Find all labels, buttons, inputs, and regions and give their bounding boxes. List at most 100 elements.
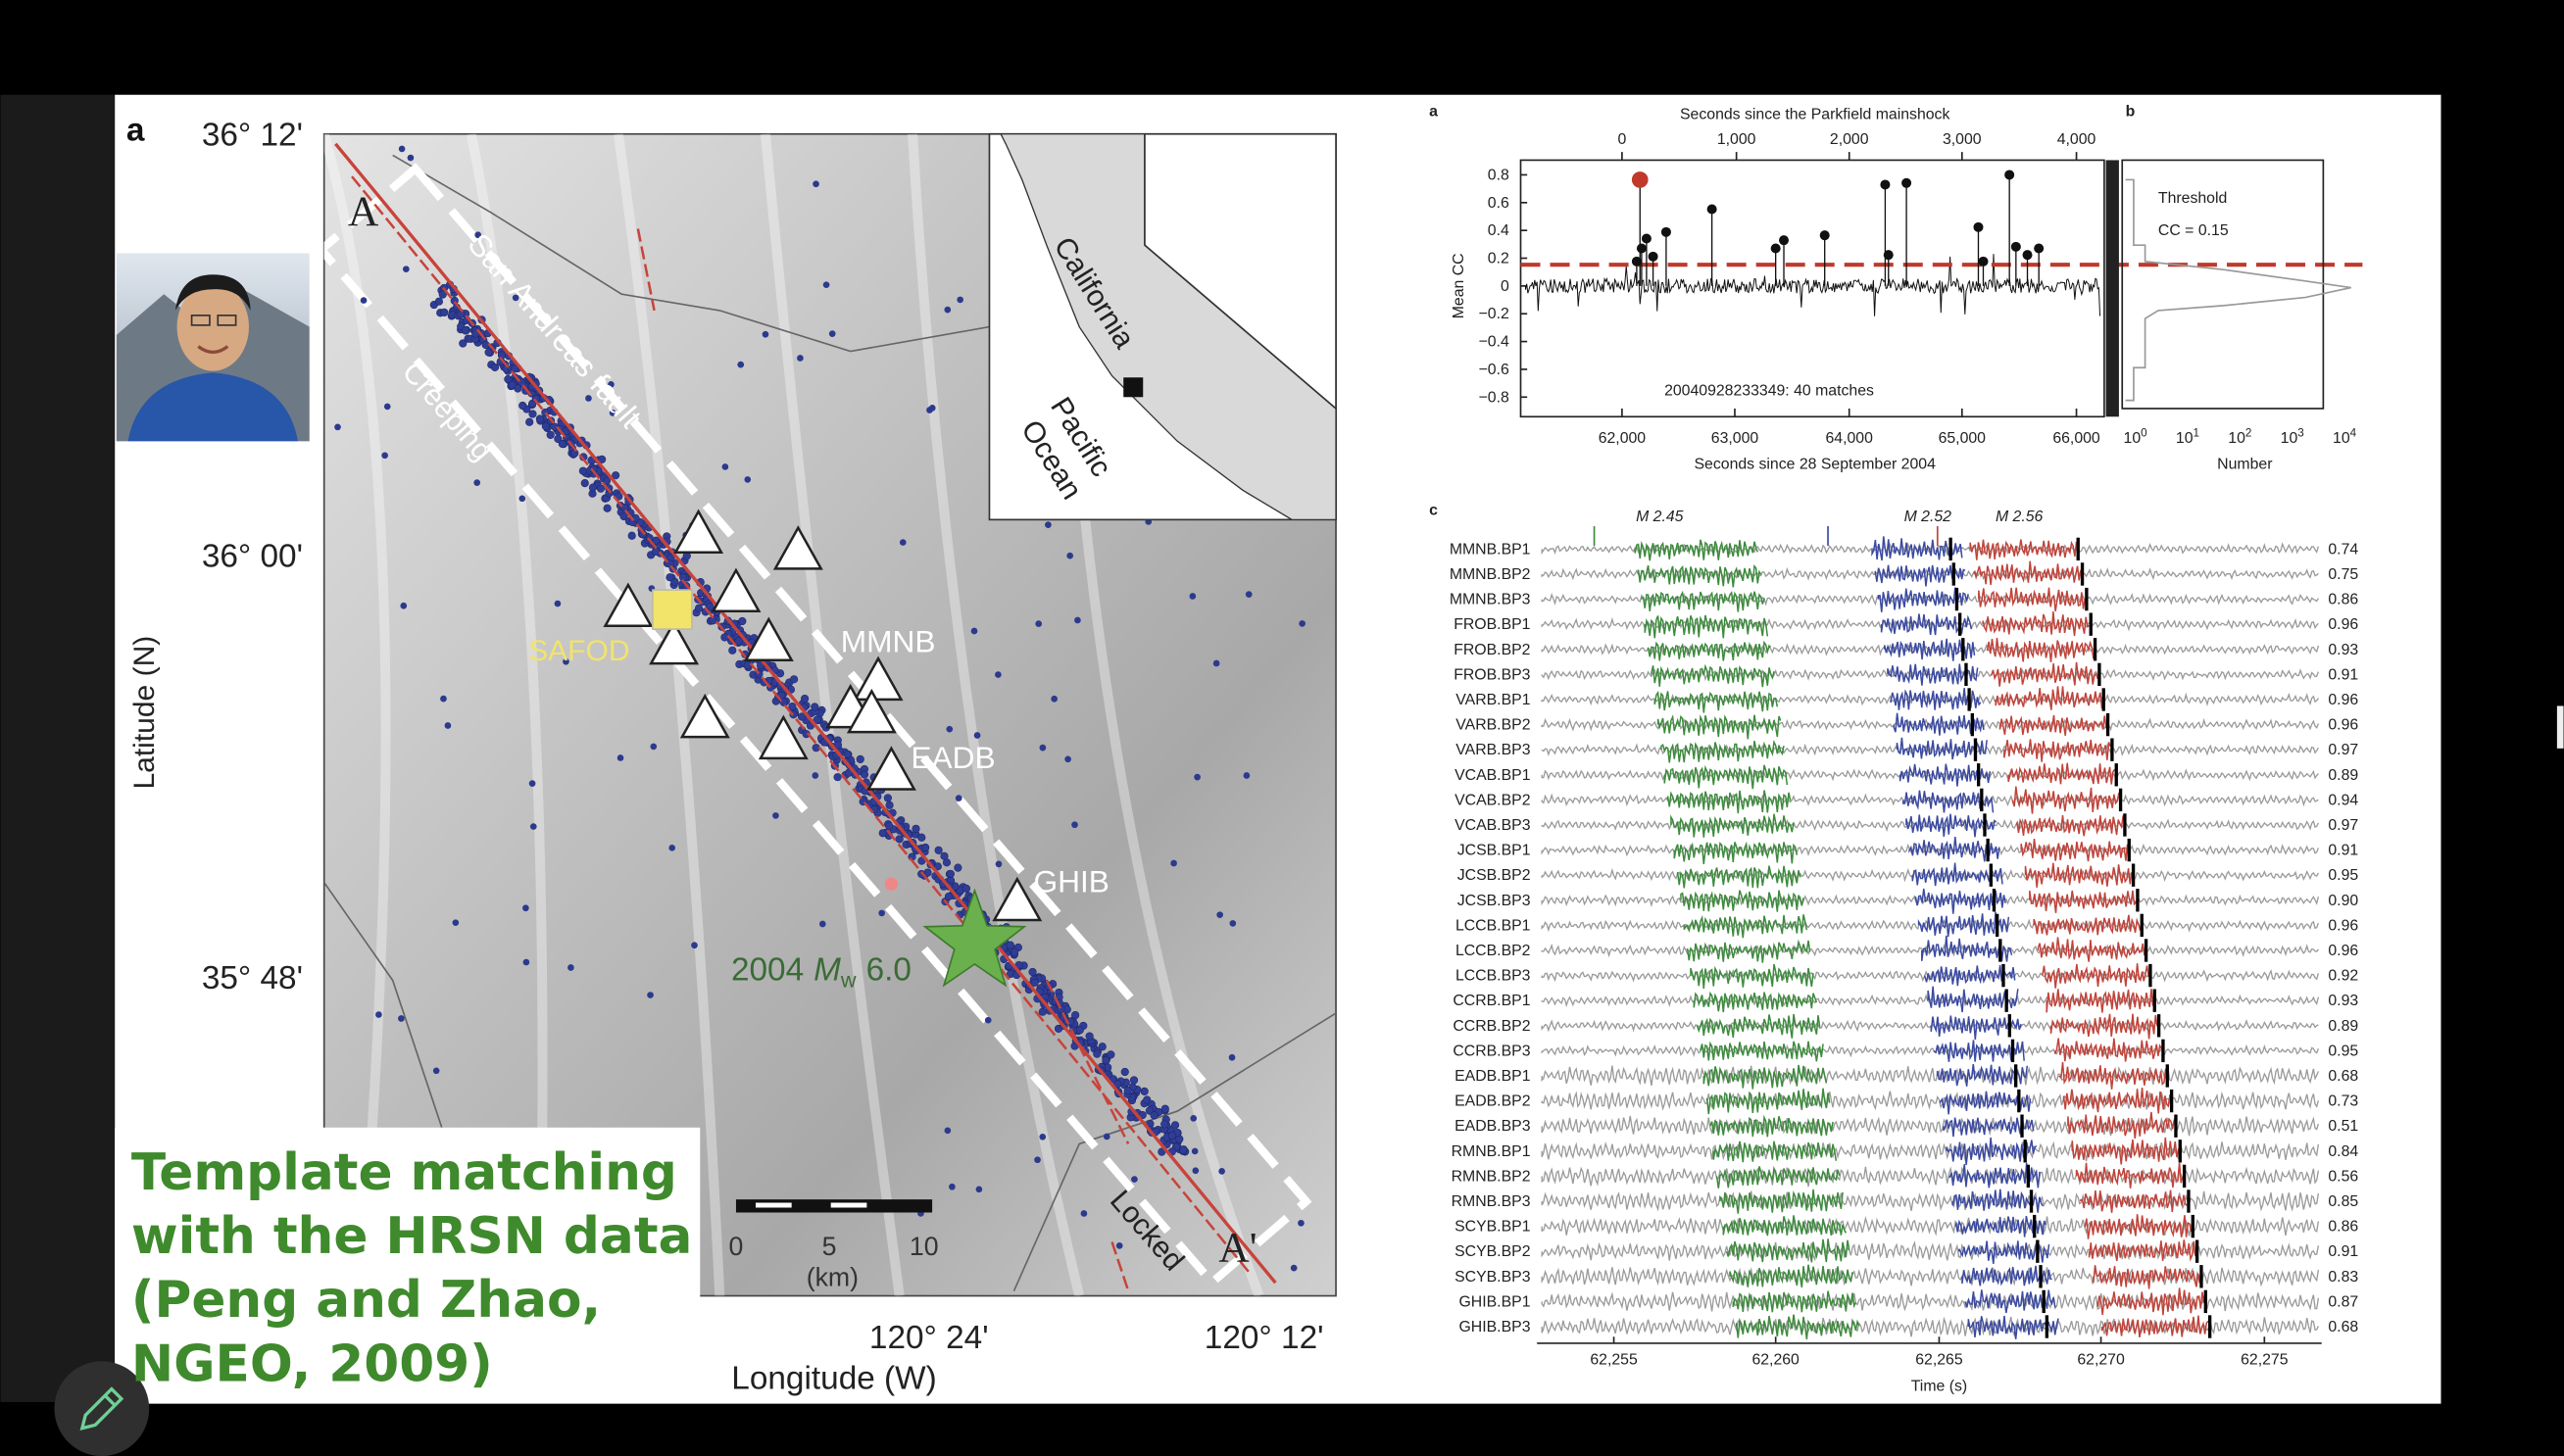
tick-base: 10 xyxy=(2281,430,2298,447)
seismicity-dot xyxy=(398,1015,405,1022)
seismicity-dot xyxy=(1160,1104,1169,1113)
map-panel xyxy=(322,132,1337,1297)
cc-value: 0.97 xyxy=(2328,817,2358,834)
scale-bar-segment xyxy=(830,1202,867,1208)
stem-head xyxy=(1883,250,1894,261)
county-line xyxy=(392,154,990,353)
seismicity-dot xyxy=(1191,1147,1199,1155)
station-triangle xyxy=(846,688,897,734)
station-name: VCAB.BP1 xyxy=(1455,767,1531,784)
waveform-event xyxy=(1732,1290,1857,1313)
station-name: CCRB.BP3 xyxy=(1453,1043,1530,1059)
cc-value: 0.89 xyxy=(2328,1018,2358,1035)
cc-value: 0.83 xyxy=(2328,1269,2358,1286)
cc-value: 0.97 xyxy=(2328,742,2358,758)
station-name: GHIB.BP1 xyxy=(1458,1293,1530,1310)
stem-head xyxy=(1648,251,1658,262)
seismicity-dot xyxy=(1064,755,1071,763)
seismicity-dot xyxy=(1129,1076,1139,1085)
cc-value: 0.95 xyxy=(2328,1043,2358,1059)
waveform xyxy=(1541,1166,2320,1188)
seismicity-dot xyxy=(432,1067,440,1075)
cc-value: 0.68 xyxy=(2328,1068,2358,1085)
stem-head xyxy=(1779,235,1790,246)
waveform-event xyxy=(1722,1215,1848,1237)
waveform-event xyxy=(1874,564,1966,587)
stem-head xyxy=(2034,243,2045,254)
annotation: Threshold xyxy=(2158,190,2227,207)
seismicity-dot xyxy=(598,455,607,463)
waveform xyxy=(1541,943,2319,958)
waveform-event xyxy=(1647,640,1772,661)
seismicity-dot xyxy=(452,919,460,927)
waveform-event xyxy=(1986,638,2095,662)
profile-box xyxy=(323,163,1312,1288)
seismicity-dot xyxy=(885,821,894,831)
waveform-event xyxy=(2016,814,2124,837)
seismicity-dot xyxy=(973,732,981,739)
waveform-event xyxy=(2075,1162,2184,1189)
seismicity-dot xyxy=(1071,1010,1080,1020)
waveform xyxy=(1541,867,2319,883)
seismicity-dot xyxy=(461,326,470,335)
station-name: VCAB.BP2 xyxy=(1455,792,1530,808)
waveform-event xyxy=(2003,739,2111,762)
waveform-event xyxy=(1673,841,1799,865)
waveform-event xyxy=(1961,1265,2052,1286)
seismicity-dot xyxy=(946,725,954,733)
tick-base: 10 xyxy=(2333,430,2350,447)
seismicity-dot xyxy=(1229,920,1237,927)
stem-head xyxy=(1973,221,1984,232)
seismicity-dot xyxy=(608,381,615,388)
waveform-event xyxy=(2033,914,2142,936)
seismicity-dot xyxy=(833,741,842,750)
tick-exp: 4 xyxy=(2350,426,2357,439)
waveform-event xyxy=(1700,1041,1824,1062)
seismicity-dot xyxy=(1038,1007,1047,1016)
seismicity-dot xyxy=(1123,1087,1132,1095)
seismicity-dot xyxy=(813,180,819,188)
waveform xyxy=(1541,1043,2320,1058)
waveform-event xyxy=(1905,813,1997,838)
tick-label: 104 xyxy=(2333,426,2357,447)
seismicity-dot xyxy=(1212,659,1220,667)
tick-label: 0.8 xyxy=(1488,167,1509,183)
seismicity-dot xyxy=(921,843,930,852)
waveform-event xyxy=(2096,1287,2205,1316)
stem-head xyxy=(2022,250,2033,261)
scale-tick: 0 xyxy=(729,1232,744,1261)
seismicity-dot xyxy=(518,495,526,503)
seismicity-dot xyxy=(360,297,368,304)
pen-button[interactable] xyxy=(54,1361,150,1456)
waveform-event xyxy=(1702,1064,1828,1090)
waveform-event xyxy=(1914,888,2006,914)
waveform-event xyxy=(1877,587,1969,612)
waveform-event xyxy=(1890,688,1982,710)
tick-label: −0.4 xyxy=(1479,334,1509,351)
seismicity-dot xyxy=(1170,859,1177,867)
seismicity-dot xyxy=(1131,1176,1138,1183)
seismicity-dot xyxy=(856,754,864,763)
waveform-event xyxy=(2058,1061,2167,1090)
seismicity-dot xyxy=(609,410,616,416)
waveform-event xyxy=(1641,590,1765,612)
waveform-event xyxy=(2037,937,2145,962)
cc-value: 0.73 xyxy=(2328,1093,2358,1110)
seismicity-dot xyxy=(1170,1121,1180,1130)
waveform-event xyxy=(2042,963,2150,989)
waveform-event xyxy=(1936,1063,2029,1087)
waveform-event xyxy=(1982,611,2090,637)
seismicity-dot xyxy=(995,860,1003,868)
station-label: MMNB xyxy=(841,623,936,658)
cc-value: 0.95 xyxy=(2328,867,2358,884)
seismicity-dot xyxy=(1189,593,1197,600)
seismicity-dot xyxy=(1218,1168,1225,1175)
waveform-event xyxy=(1725,1238,1850,1263)
station-name: FROB.BP1 xyxy=(1454,616,1530,633)
waveform-event xyxy=(2088,1239,2196,1262)
histogram xyxy=(2125,178,2351,402)
axis-title: Time (s) xyxy=(1911,1378,1967,1394)
inset-marker xyxy=(1123,377,1144,398)
tick-label: 0.6 xyxy=(1488,195,1509,212)
magnitude-label: M 2.56 xyxy=(1996,509,2044,525)
